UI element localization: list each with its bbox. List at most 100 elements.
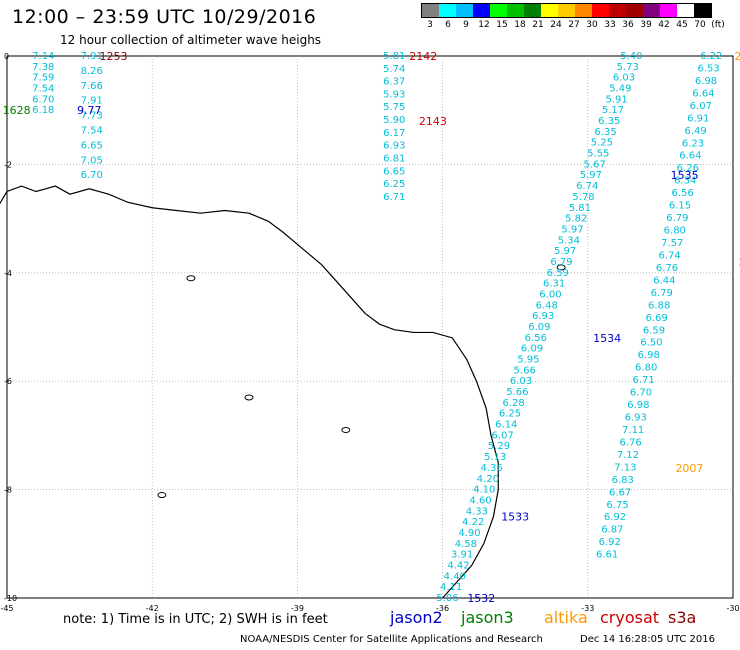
island-outline [186, 275, 196, 282]
scale-label: 42 [658, 20, 670, 30]
legend-jason3: jason3 [461, 608, 514, 627]
wave-height-value: 5.91 [606, 94, 628, 105]
pass-time-label: 1628 [3, 104, 31, 117]
map-title: 12:00 – 23:59 UTC 10/29/2016 [12, 6, 317, 28]
wave-height-value: 6.25 [383, 179, 405, 190]
scale-label: 6 [445, 20, 451, 30]
wave-height-value: 6.61 [596, 550, 618, 561]
scale-swatch [473, 4, 490, 17]
wave-height-value: 7.14 [32, 51, 54, 62]
scale-label: 18 [514, 20, 526, 30]
wave-height-value: 6.91 [687, 113, 709, 124]
wave-height-value: 6.80 [664, 226, 686, 237]
scale-label: 3 [427, 20, 433, 30]
wave-height-value: 7.54 [81, 126, 103, 137]
wave-height-value: 7.59 [32, 73, 54, 84]
pass-time-label: 1534 [593, 332, 621, 345]
map-subtitle: 12 hour collection of altimeter wave hei… [60, 33, 322, 47]
wave-height-value: 6.59 [643, 325, 665, 336]
wave-height-value: 5.97 [580, 170, 602, 181]
scale-label: 45 [676, 20, 688, 30]
wave-height-value: 4.42 [447, 560, 469, 571]
wave-height-value: 5.40 [620, 51, 642, 62]
pass-time-label: 2007 [675, 462, 703, 475]
wave-height-value: 5.74 [383, 64, 405, 75]
wave-height-value: 5.82 [565, 214, 587, 225]
wave-height-value: 3.91 [451, 550, 473, 561]
scale-label: 21 [532, 20, 544, 30]
lat-tick-label: -6 [4, 377, 12, 386]
wave-height-value: 6.79 [666, 213, 688, 224]
scale-label: 27 [568, 20, 580, 30]
wave-height-value: 6.92 [604, 512, 626, 523]
wave-height-value: 7.66 [81, 81, 103, 92]
scale-swatch [575, 4, 592, 17]
pass-time-label: 1532 [467, 592, 495, 605]
wave-height-value: 6.92 [599, 537, 621, 548]
scale-swatch [507, 4, 524, 17]
wave-height-value: 5.17 [602, 105, 624, 116]
lat-tick-label: -8 [4, 486, 12, 495]
wave-height-value: 6.35 [594, 127, 616, 138]
legend-s3a: s3a [668, 608, 697, 627]
wave-height-value: 6.34 [674, 176, 696, 187]
wave-height-value: 6.65 [383, 166, 405, 177]
wave-height-value: 6.64 [679, 151, 701, 162]
wave-height-value: 6.22 [700, 51, 722, 62]
legend-cryosat: cryosat [600, 608, 660, 627]
wave-height-value: 6.03 [613, 73, 635, 84]
wave-height-value: 6.70 [32, 94, 54, 105]
scale-swatch [422, 4, 439, 17]
pass-time-label: 2142 [409, 50, 437, 63]
scale-swatch [490, 4, 507, 17]
lon-tick-label: -42 [146, 604, 159, 613]
scale-swatch [660, 4, 677, 17]
wave-height-value: 4.58 [455, 539, 477, 550]
lon-tick-label: -36 [436, 604, 449, 613]
legend-altika: altika [544, 608, 588, 627]
wave-height-value: 4.60 [469, 495, 491, 506]
scale-swatch [592, 4, 609, 17]
wave-height-value: 7.91 [81, 96, 103, 107]
wave-height-value: 6.93 [532, 311, 554, 322]
wave-height-value: 7.13 [614, 462, 636, 473]
pass-time-label: 1533 [501, 511, 529, 524]
wave-height-value: 6.75 [606, 500, 628, 511]
wave-height-value: 6.64 [692, 88, 714, 99]
wave-height-value: 6.49 [684, 126, 706, 137]
wave-height-value: 6.98 [638, 350, 660, 361]
wave-height-value: 5.13 [484, 452, 506, 463]
wave-height-value: 4.90 [458, 528, 480, 539]
wave-height-value: 6.07 [491, 430, 513, 441]
wave-height-value: 6.98 [695, 76, 717, 87]
wave-height-value: 6.03 [510, 376, 532, 387]
wave-height-value: 5.81 [569, 203, 591, 214]
wave-height-value: 6.76 [656, 263, 678, 274]
wave-height-value: 6.74 [576, 181, 598, 192]
wave-height-value: 6.80 [635, 363, 657, 374]
wave-height-value: 5.97 [561, 224, 583, 235]
wave-height-value: 6.26 [677, 163, 699, 174]
scale-swatch [643, 4, 660, 17]
wave-height-value: 6.65 [81, 140, 103, 151]
footer-timestamp: Dec 14 16:28:05 UTC 2016 [580, 634, 715, 645]
wave-height-value: 6.88 [648, 300, 670, 311]
wave-height-value: 6.25 [499, 409, 521, 420]
wave-height-value: 6.53 [697, 63, 719, 74]
wave-height-value: 6.87 [601, 525, 623, 536]
wave-height-value: 6.14 [495, 420, 517, 431]
wave-height-value: 6.70 [81, 170, 103, 181]
wave-height-value: 4.22 [462, 517, 484, 528]
scale-swatch [677, 4, 694, 17]
wave-height-value: 6.70 [630, 388, 652, 399]
wave-height-value: 6.15 [669, 201, 691, 212]
pass-time-label: 2 [734, 50, 740, 63]
wave-height-value: 6.56 [525, 333, 547, 344]
wave-height-value: 5.78 [572, 192, 594, 203]
wave-height-value: 6.37 [383, 77, 405, 88]
wave-height-value: 6.09 [521, 344, 543, 355]
island-outline [157, 492, 167, 499]
wave-height-value: 6.44 [653, 275, 675, 286]
wave-height-value: 6.79 [550, 257, 572, 268]
